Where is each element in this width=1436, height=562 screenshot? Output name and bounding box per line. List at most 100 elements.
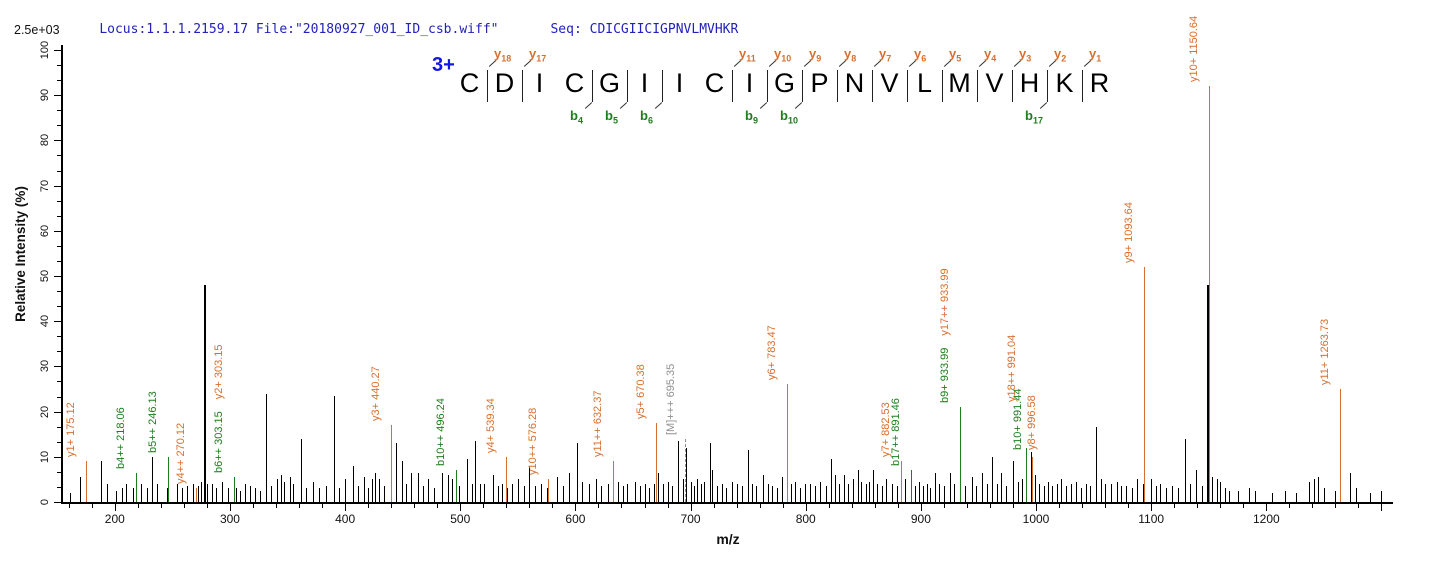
peak: [690, 481, 692, 502]
peak: [121, 488, 123, 502]
x-minor-tick: [782, 504, 784, 508]
peak-ion-label: y11++ 632.37: [592, 391, 604, 457]
peak: [1350, 472, 1352, 502]
peak: [535, 486, 537, 502]
x-major-tick: [1151, 504, 1153, 511]
x-tick-label: 1100: [1138, 512, 1165, 526]
x-tick-label: 900: [910, 512, 931, 526]
fragment-divider: [1047, 70, 1048, 102]
y-ion-marker: y8: [844, 46, 857, 64]
peak: [255, 488, 257, 502]
peak: [101, 461, 102, 502]
y-ion-peak-label: y17++ 933.99: [939, 268, 952, 336]
b-ion-connector: [759, 102, 768, 109]
y-minor-tick: [57, 336, 61, 338]
peak: [726, 488, 728, 502]
y-major-tick: [54, 502, 61, 503]
peak: [1085, 483, 1087, 502]
y-ion-peak-label: y3+ 440.27: [370, 366, 383, 422]
peak: [1323, 488, 1325, 502]
x-minor-tick: [1013, 504, 1014, 508]
peak: [325, 486, 327, 502]
x-minor-tick: [68, 504, 70, 508]
peak-ion-label: [M]+++ 695.35: [665, 363, 678, 435]
peak: [339, 488, 341, 502]
peak: [216, 488, 218, 502]
peak: [635, 481, 637, 502]
peak: [869, 481, 871, 502]
peak: [1356, 488, 1358, 502]
peak: [1080, 488, 1082, 502]
peak: [211, 483, 213, 502]
fragment-divider: [837, 70, 838, 102]
fragment-divider: [767, 70, 768, 102]
peak: [428, 479, 430, 502]
peak: [819, 481, 821, 502]
b-ion-peak-label: b6++ 303.15: [212, 411, 225, 474]
peak: [799, 488, 801, 502]
x-minor-tick: [1197, 504, 1199, 508]
x-minor-tick: [713, 504, 715, 508]
peak: [517, 479, 519, 502]
peak: [1047, 481, 1049, 502]
peak: [1196, 470, 1198, 502]
peak: [141, 483, 143, 502]
y-major-tick: [54, 276, 61, 277]
peak: [712, 470, 714, 502]
peak: [368, 488, 370, 502]
y-ion-marker: y2: [1054, 46, 1067, 64]
fragment-divider: [522, 70, 523, 102]
labeled-peak: y10++ 576.28: [527, 408, 550, 502]
x-tick-label: 200: [104, 512, 125, 526]
labeled-peak: b5++ 246.13: [147, 391, 169, 502]
peak: [523, 486, 525, 502]
fragment-divider: [802, 70, 803, 102]
peak: [395, 443, 397, 502]
peak: [877, 483, 879, 502]
peak: [704, 481, 706, 502]
x-minor-tick: [644, 504, 646, 508]
peak: [865, 483, 867, 502]
y-major-tick: [54, 95, 61, 97]
y-ion-peak-label: y9+ 1093.64: [1122, 202, 1135, 263]
x-tick-label: 1200: [1252, 512, 1280, 526]
residue: I: [640, 68, 649, 98]
y-tick-label: 20: [39, 405, 51, 418]
peak: [767, 483, 769, 502]
peak-ion-label: y10+ 1150.64: [1188, 16, 1200, 82]
residue: V: [985, 68, 1004, 98]
peak: [433, 488, 435, 502]
peak: [1212, 477, 1214, 502]
fragment-divider: [662, 70, 663, 102]
x-minor-tick: [828, 504, 830, 508]
peak-ion-label: y1+ 175.12: [65, 403, 77, 458]
b-ion-peak-label: b10++ 496.24: [434, 398, 447, 467]
peak: [1131, 488, 1133, 502]
peak: [280, 474, 282, 502]
peak: [1034, 474, 1036, 502]
x-tick-label: 400: [335, 512, 356, 526]
peak: [467, 459, 469, 502]
peak: [353, 465, 355, 502]
x-minor-tick: [851, 504, 853, 508]
x-tick-label: 800: [795, 512, 816, 526]
peak: [1125, 486, 1127, 502]
header-sequence: Seq: CDICGIICIGPNVLMVHKR: [550, 22, 739, 37]
residue: C: [459, 68, 480, 98]
x-minor-tick: [368, 504, 370, 508]
peak: [1143, 483, 1145, 502]
y-major-tick: [54, 230, 61, 232]
peak: [1070, 483, 1072, 502]
peak: [1105, 483, 1107, 502]
peak: [582, 481, 584, 502]
labeled-peak: b9+ 933.99 y17++ 933.99: [939, 268, 962, 502]
precursor-peak-label: [M]+++ 695.35: [665, 363, 678, 435]
intensity-scale-label: 2.5e+03: [14, 23, 60, 37]
x-minor-tick: [943, 504, 945, 508]
y-ion-peak-label: y2+ 303.15: [212, 344, 225, 400]
peak: [417, 472, 419, 502]
peak: [926, 483, 928, 502]
peak: [492, 474, 494, 502]
b-ion-marker: b10: [780, 108, 798, 126]
